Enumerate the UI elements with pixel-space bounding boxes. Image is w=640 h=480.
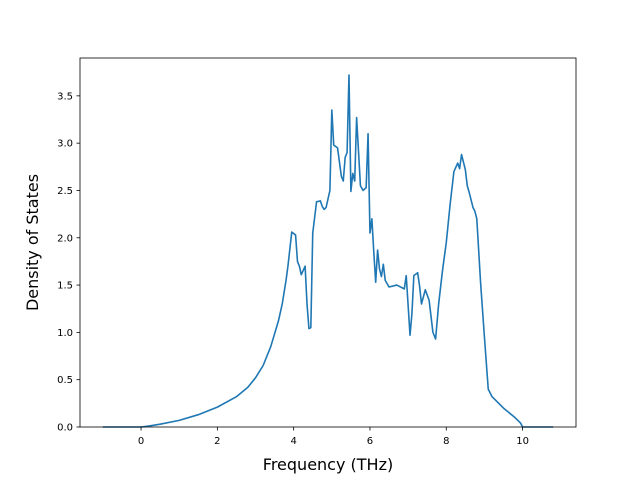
x-tick-label: 0: [138, 436, 144, 447]
y-axis-label: Density of States: [23, 174, 42, 311]
y-tick-label: 1.5: [57, 281, 73, 292]
x-tick-label: 6: [367, 436, 373, 447]
y-tick-label: 3.5: [57, 91, 73, 102]
y-axis-ticks: 0.0 0.5 1.0 1.5 2.0 2.5 3.0 3.5: [57, 91, 80, 434]
x-tick-label: 4: [290, 436, 296, 447]
x-tick-label: 2: [214, 436, 220, 447]
y-tick-label: 1.0: [57, 328, 73, 339]
x-tick-label: 10: [516, 436, 529, 447]
x-axis-ticks: 0 2 4 6 8 10: [138, 427, 529, 447]
y-tick-label: 0.5: [57, 375, 73, 386]
x-axis-label: Frequency (THz): [263, 455, 393, 474]
y-tick-label: 2.0: [57, 233, 73, 244]
y-tick-label: 2.5: [57, 186, 73, 197]
y-tick-label: 3.0: [57, 139, 73, 150]
x-tick-label: 8: [443, 436, 449, 447]
axes-frame: [79, 57, 577, 428]
plot-layer: [102, 74, 554, 428]
y-tick-label: 0.0: [57, 423, 73, 434]
dos-series-line-0: [102, 74, 554, 428]
